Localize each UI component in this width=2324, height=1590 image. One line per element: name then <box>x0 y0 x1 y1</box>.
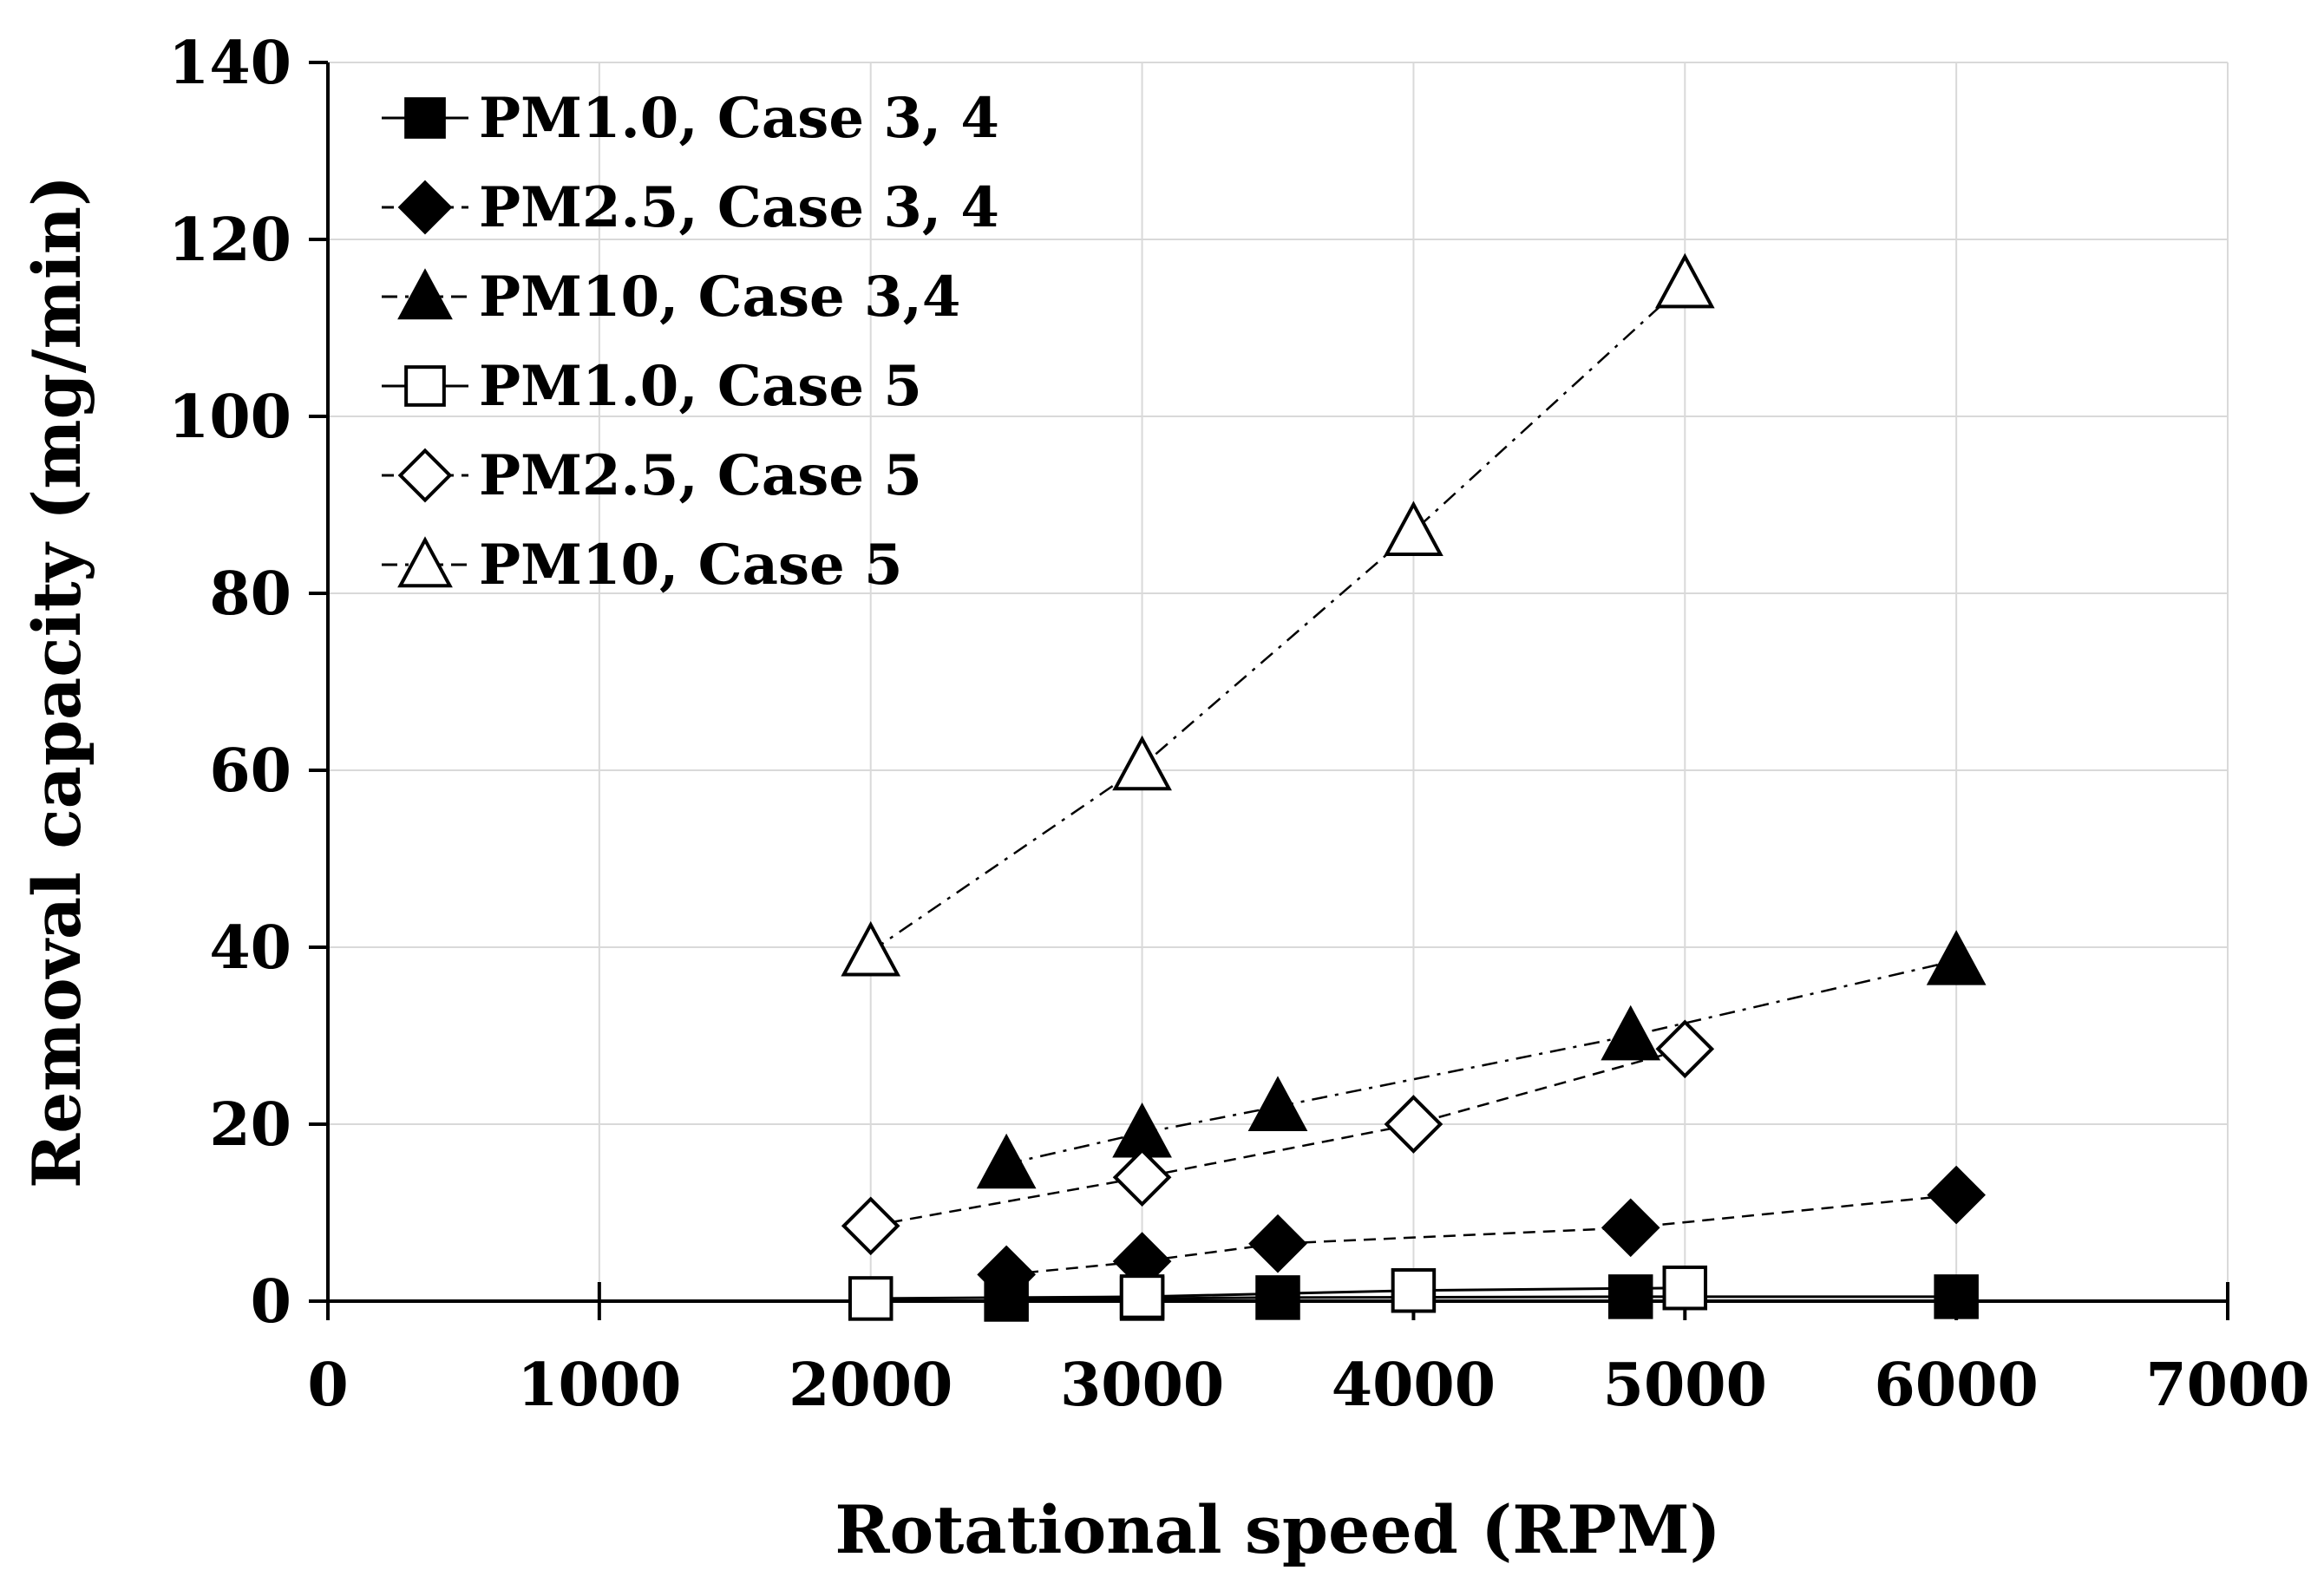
data-point-series-2 <box>1601 1198 1660 1258</box>
grid <box>328 62 2229 1301</box>
x-tick-label: 4000 <box>1332 1351 1496 1420</box>
series-line-2 <box>1006 1194 1957 1276</box>
axes <box>309 61 2229 1320</box>
y-tick-label: 0 <box>251 1267 291 1337</box>
data-point-series-2 <box>977 1245 1036 1305</box>
data-point-series-1 <box>1934 1274 1979 1319</box>
legend-label: PM2.5, Case 3, 4 <box>479 175 999 240</box>
legend-item: PM10, Case 3,4 <box>382 265 960 330</box>
series-line-5 <box>870 1048 1686 1227</box>
data-point-series-4 <box>1662 1265 1708 1311</box>
y-tick-label: 60 <box>209 736 291 806</box>
data-point-series-6 <box>1654 252 1715 309</box>
x-tick-label: 1000 <box>517 1351 681 1420</box>
y-tick-label: 100 <box>168 383 291 452</box>
legend-label: PM1.0, Case 3, 4 <box>479 86 999 151</box>
data-point-series-6 <box>841 920 901 977</box>
tick-labels: 0 1000 2000 3000 4000 5000 6000 7000 0 20 40 60 80 10… <box>168 29 2310 1420</box>
y-tick-label: 140 <box>168 29 291 98</box>
data-point-series-3 <box>1247 1076 1308 1131</box>
legend-item: PM1.0, Case 5 <box>382 354 922 419</box>
legend-marker <box>397 448 453 503</box>
data-point-series-1 <box>1255 1275 1300 1320</box>
data-point-series-6 <box>1384 501 1443 556</box>
legend: PM1.0, Case 3, 4 PM2.5, Case 3, 4 PM10, Ca… <box>382 86 999 598</box>
data-point-series-4 <box>1119 1274 1165 1319</box>
legend-item: PM2.5, Case 3, 4 <box>382 175 999 240</box>
y-tick-label: 80 <box>209 559 291 629</box>
series-line-6 <box>870 283 1686 953</box>
x-tick-label: 5000 <box>1603 1351 1767 1420</box>
legend-marker <box>397 180 453 235</box>
y-tick-label: 40 <box>209 913 291 983</box>
legend-marker <box>404 97 446 139</box>
y-axis-title: Removal capacity (mg/min) <box>18 175 95 1188</box>
legend-label: PM10, Case 3,4 <box>479 265 960 330</box>
legend-item: PM1.0, Case 3, 4 <box>382 86 999 151</box>
y-tick-label: 20 <box>209 1090 291 1160</box>
data-point-series-3 <box>976 1133 1037 1189</box>
x-tick-label: 3000 <box>1060 1351 1224 1420</box>
x-tick-label: 2000 <box>789 1351 953 1420</box>
data-point-series-6 <box>1112 735 1172 791</box>
data-point-series-2 <box>1248 1214 1307 1273</box>
data-point-series-5 <box>1655 1019 1715 1079</box>
legend-item: PM10, Case 5 <box>382 533 903 598</box>
data-point-series-3 <box>1601 1004 1661 1061</box>
x-tick-label: 7000 <box>2145 1351 2309 1420</box>
data-point-series-5 <box>1112 1148 1172 1207</box>
data-point-series-2 <box>1927 1165 1986 1225</box>
data-point-series-1 <box>1607 1274 1653 1319</box>
x-tick-label: 0 <box>307 1351 348 1420</box>
x-axis-title: Rotational speed (RPM) <box>835 1491 1720 1568</box>
legend-item: PM2.5, Case 5 <box>382 443 922 508</box>
data-point-series-5 <box>841 1196 900 1256</box>
legend-marker <box>397 268 453 320</box>
legend-marker <box>404 365 446 407</box>
y-tick-label: 120 <box>168 206 291 275</box>
legend-label: PM1.0, Case 5 <box>479 354 922 419</box>
legend-label: PM10, Case 5 <box>479 533 903 598</box>
legend-marker <box>397 536 453 588</box>
legend-label: PM2.5, Case 5 <box>479 443 922 508</box>
data-point-series-4 <box>848 1276 894 1321</box>
data-point-series-5 <box>1384 1095 1443 1154</box>
x-tick-label: 6000 <box>1875 1351 2039 1420</box>
data-points <box>841 252 1987 1322</box>
data-point-series-4 <box>1391 1268 1437 1313</box>
data-point-series-3 <box>1926 930 1987 985</box>
